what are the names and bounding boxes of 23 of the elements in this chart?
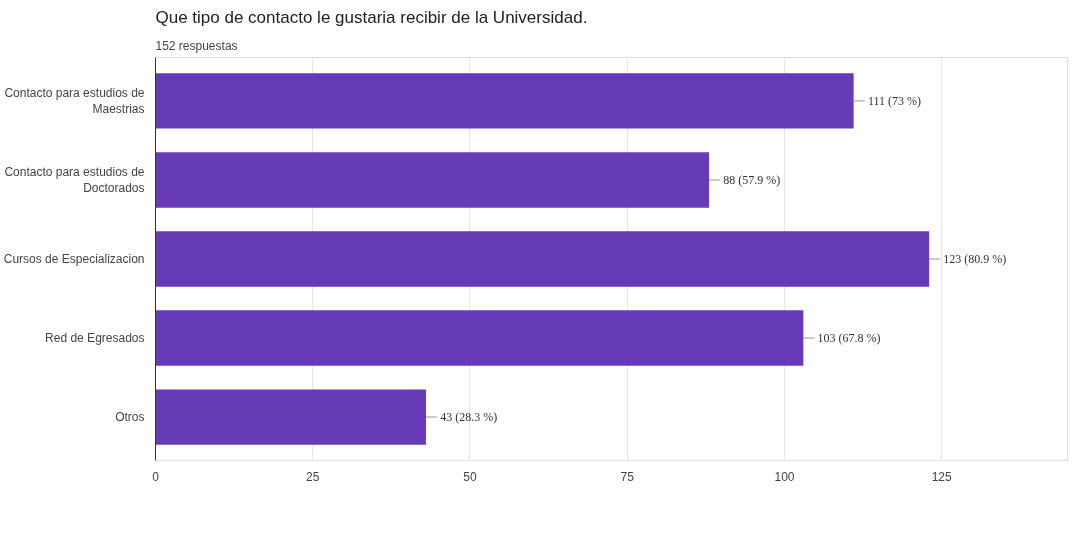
data-label: 103 (67.8 %) [817, 331, 881, 346]
x-tick-label: 25 [306, 469, 320, 484]
y-tick-label: Contacto para estudios de Doctorados [4, 164, 145, 196]
bar [155, 152, 709, 208]
bar [155, 310, 804, 366]
data-label: 88 (57.9 %) [723, 172, 781, 187]
chart-title: Que tipo de contacto le gustaria recibir de la Universidad. [155, 7, 588, 27]
x-tick-label: 125 [931, 469, 953, 484]
chart-subtitle: 152 respuestas [155, 38, 238, 53]
x-tick-label: 50 [463, 469, 477, 484]
y-tick-label: Otros [115, 410, 145, 425]
x-tick-label: 0 [152, 469, 160, 484]
x-tick-label: 100 [774, 469, 795, 484]
x-tick-label: 75 [620, 469, 635, 484]
bar [155, 389, 426, 445]
y-tick-label: Contacto para estudios de Maestrias [4, 85, 145, 117]
data-label: 123 (80.9 %) [943, 252, 1007, 266]
data-label: 43 (28.3 %) [440, 410, 498, 425]
y-tick-label: Red de Egresados [45, 331, 145, 346]
data-label: 111 (73 %) [867, 93, 921, 108]
y-tick-label: Cursos de Especializacion [3, 252, 145, 266]
bar [155, 231, 930, 287]
bar [155, 73, 854, 129]
